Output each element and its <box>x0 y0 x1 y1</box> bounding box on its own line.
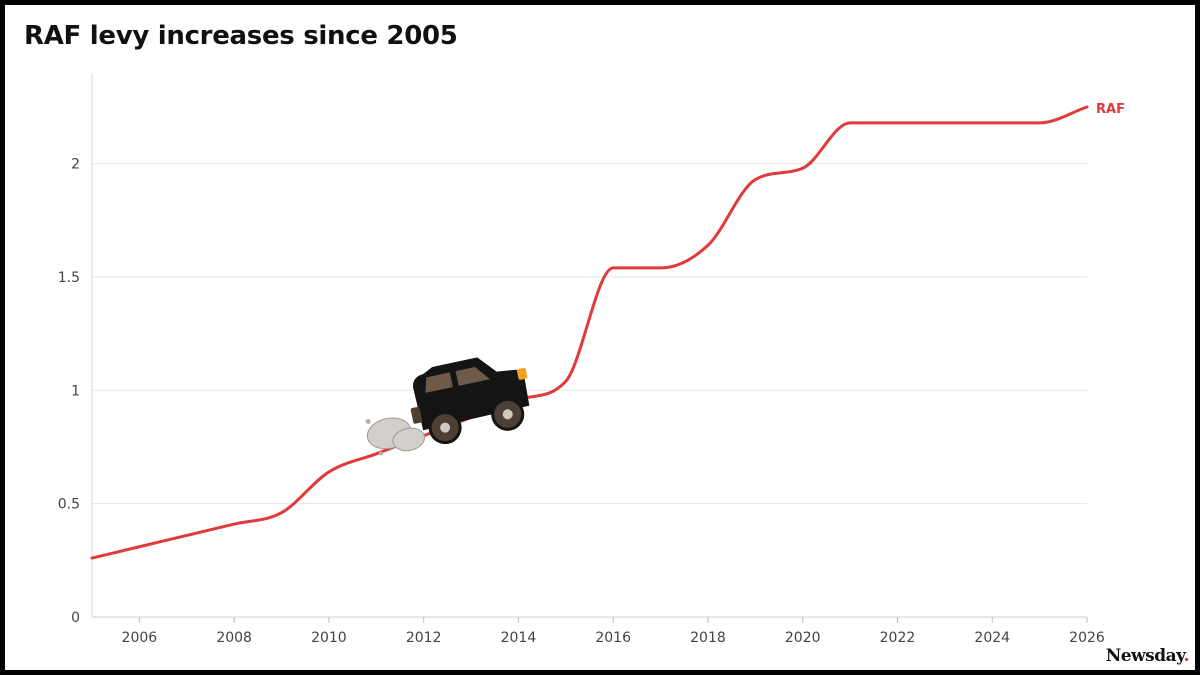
y-tick-label: 0.5 <box>58 497 80 513</box>
x-axis-ticks: 2006 2008 2010 2012 2014 2016 2018 2020 2022 2024… <box>122 617 1105 646</box>
brand-dot: . <box>1183 646 1190 666</box>
x-tick-label: 2010 <box>311 630 347 646</box>
y-tick-label: 0 <box>71 610 80 626</box>
x-tick-label: 2020 <box>785 630 821 646</box>
chart-title: RAF levy increases since 2005 <box>24 21 458 51</box>
car-window <box>425 372 453 393</box>
x-tick-label: 2018 <box>690 630 726 646</box>
brand-text: Newsday <box>1105 646 1184 666</box>
gridlines <box>92 163 1087 505</box>
line-chart: 00.511.52 2006 2008 2010 2012 2014 2016 2018 20… <box>58 73 1125 646</box>
car-window <box>455 367 491 386</box>
newsday-logo: Newsday. <box>1105 646 1190 666</box>
axes <box>91 73 1087 618</box>
x-tick-label: 2006 <box>122 630 158 646</box>
chart-frame: RAF levy increases since 2005 0 0.5 1 1.5 2 … <box>5 5 1195 670</box>
exhaust-particle <box>365 418 371 424</box>
exhaust-cloud <box>392 427 426 452</box>
exhaust-particle <box>379 451 384 456</box>
front-wheel-hub <box>502 409 513 420</box>
y-tick-label: 1 <box>71 383 80 399</box>
x-tick-label: 2026 <box>1069 630 1105 646</box>
series-line-raf <box>90 105 1089 560</box>
y-axis-ticks: 0 0.5 1 1.5 2 <box>58 157 80 626</box>
series-layer: RAF <box>90 102 1125 560</box>
car-illustration <box>365 357 530 456</box>
x-tick-label: 2022 <box>880 630 916 646</box>
spare-tire <box>410 406 423 424</box>
x-tick-label: 2016 <box>595 630 631 646</box>
headlight <box>516 367 528 380</box>
x-tick-label: 2012 <box>406 630 442 646</box>
y-tick-label: 2 <box>71 157 80 173</box>
y-tick-label: 1.5 <box>58 270 80 286</box>
x-tick-label: 2014 <box>501 630 537 646</box>
x-tick-label: 2008 <box>216 630 252 646</box>
rear-wheel-hub <box>440 422 451 433</box>
x-tick-label: 2024 <box>974 630 1010 646</box>
series-label-raf: RAF <box>1096 102 1125 117</box>
